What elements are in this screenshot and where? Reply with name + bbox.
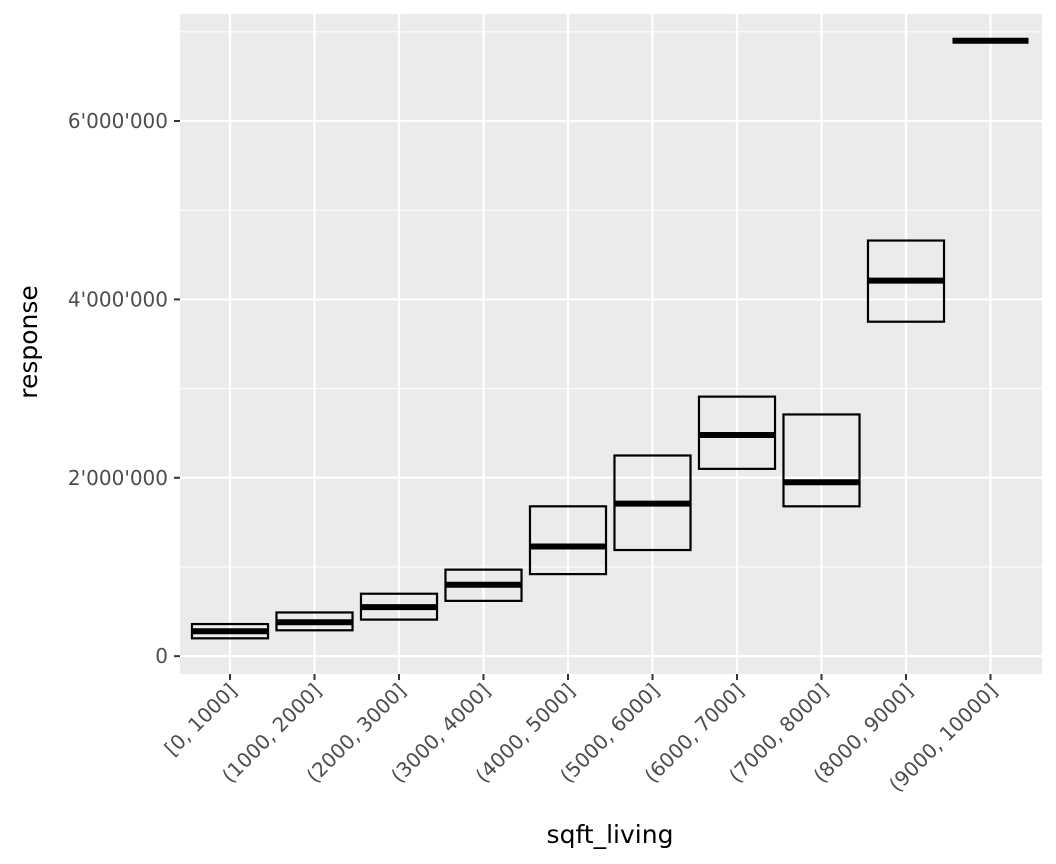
crossbar-box — [528, 505, 608, 576]
y-tick-label: 4'000'000 — [68, 287, 168, 311]
grid-lines — [180, 14, 1042, 674]
plot-panel — [180, 14, 1042, 674]
y-tick-label: 2'000'000 — [68, 466, 168, 490]
y-tick-label: 0 — [155, 644, 168, 668]
y-axis-title: response — [14, 285, 43, 399]
x-axis-title: sqft_living — [547, 820, 674, 849]
y-tick-label: 6'000'000 — [68, 109, 168, 133]
x-tick-label: [0, 1000] — [160, 679, 242, 761]
crossbars — [190, 37, 1029, 640]
crossbar-box — [782, 413, 861, 508]
